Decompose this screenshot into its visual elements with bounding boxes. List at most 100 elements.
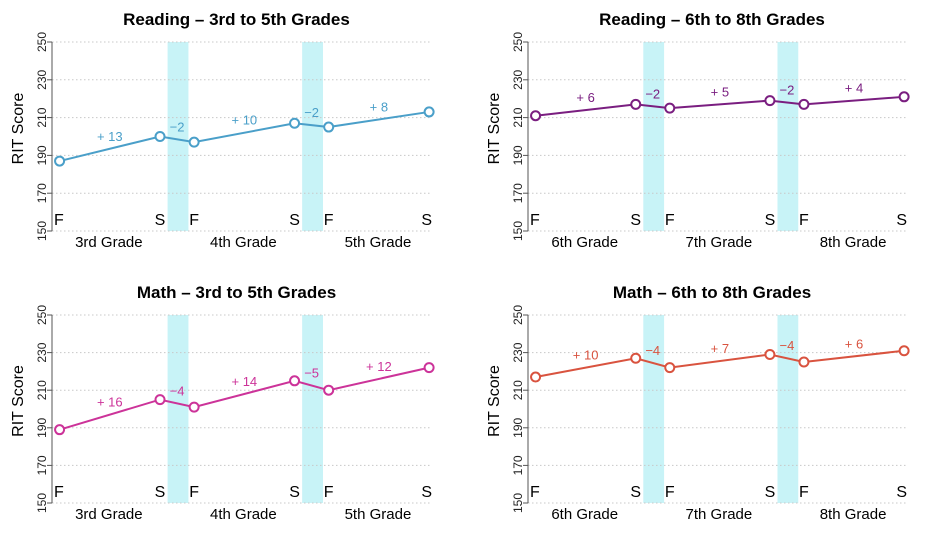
grade-label: 7th Grade [686,234,753,251]
y-axis-label: RIT Score [10,365,27,437]
chart-title: Reading – 6th to 8th Grades [599,10,825,29]
term-label: F [530,212,540,229]
y-tick-label: 190 [511,417,525,437]
term-label: F [189,212,199,229]
y-tick-label: 230 [511,69,525,89]
term-label: S [896,212,907,229]
term-label: F [54,484,64,501]
y-tick-label: 170 [511,455,525,475]
grade-label: 4th Grade [210,506,277,523]
term-label: S [155,484,166,501]
grade-label: 5th Grade [345,234,412,251]
chart-title: Math – 6th to 8th Grades [613,283,811,302]
y-tick-label: 150 [35,221,49,241]
term-label: F [665,484,675,501]
grade-label: 8th Grade [820,506,887,523]
series-line [59,110,430,163]
y-tick-label: 170 [511,183,525,203]
y-tick-label: 190 [35,417,49,437]
change-label: + 10 [573,348,599,363]
y-tick-label: 190 [511,145,525,165]
data-point [898,91,910,103]
y-axis-label: RIT Score [486,93,503,165]
term-label: S [155,212,166,229]
change-label: −5 [304,366,319,381]
change-label: −4 [170,383,185,398]
y-tick-label: 170 [35,183,49,203]
change-label: + 14 [232,374,258,389]
data-point [188,136,200,148]
y-tick-label: 210 [35,107,49,127]
term-label: S [421,212,432,229]
series-line [535,349,905,379]
data-point [630,98,642,110]
change-label: −2 [780,82,795,97]
change-label: + 5 [711,84,729,99]
term-label: S [765,212,776,229]
change-label: + 6 [845,336,863,351]
term-label: F [665,212,675,229]
y-tick-label: 150 [511,493,525,513]
data-point [423,362,435,374]
term-label: S [630,484,641,501]
data-point [154,131,166,142]
term-label: F [324,484,334,501]
chart-panel-1: 150 170 190 210 230 250 RIT Score Reading – 3rd… [10,10,435,251]
change-label: −2 [645,86,660,101]
term-label: S [289,212,300,229]
chart-title: Reading – 3rd to 5th Grades [123,10,350,29]
grade-label: 7th Grade [686,506,753,523]
change-label: −2 [304,105,319,120]
grade-label: 6th Grade [551,506,618,523]
grade-label: 6th Grade [551,234,618,251]
data-point [664,362,676,374]
summer-break-band [643,42,665,231]
chart-panel-3: 150 170 190 210 230 250 RIT Score Math – 3rd to… [10,283,435,523]
term-label: S [765,484,776,501]
data-point [530,110,542,122]
change-label: + 4 [845,81,863,96]
term-label: S [896,484,907,501]
data-point [898,345,910,357]
data-point [154,394,166,406]
data-point [764,348,776,360]
y-tick-label: 210 [511,107,525,127]
summer-break-band [167,315,189,503]
y-tick-label: 150 [511,221,525,241]
change-label: + 12 [366,359,392,374]
y-tick-label: 170 [35,455,49,475]
y-tick-label: 250 [511,305,525,325]
change-label: −4 [780,338,795,353]
grade-label: 8th Grade [820,234,887,251]
data-point [530,371,542,383]
grade-label: 5th Grade [345,506,412,523]
change-label: + 13 [97,129,123,144]
y-tick-label: 190 [35,145,49,165]
change-label: + 10 [232,113,258,128]
change-label: −4 [645,343,660,358]
data-point [289,375,301,387]
data-point [798,356,810,368]
series-line [59,366,430,431]
change-label: + 7 [711,341,729,356]
term-label: S [630,212,641,229]
grade-label: 4th Grade [210,234,277,251]
change-label: −2 [170,119,185,134]
data-point [764,95,776,107]
summer-break-band [302,42,323,231]
y-tick-label: 210 [35,380,49,400]
data-point [289,117,301,129]
change-label: + 8 [370,99,388,114]
grade-label: 3rd Grade [75,506,143,523]
summer-break-band [777,42,799,231]
y-axis-label: RIT Score [10,93,27,165]
grade-label: 3rd Grade [75,234,143,251]
term-label: F [54,212,64,229]
term-label: F [324,212,334,229]
summer-break-band [167,42,189,231]
data-point [664,102,676,114]
data-point [798,98,810,110]
data-point [323,121,335,133]
term-label: F [530,484,540,501]
y-tick-label: 230 [35,342,49,362]
